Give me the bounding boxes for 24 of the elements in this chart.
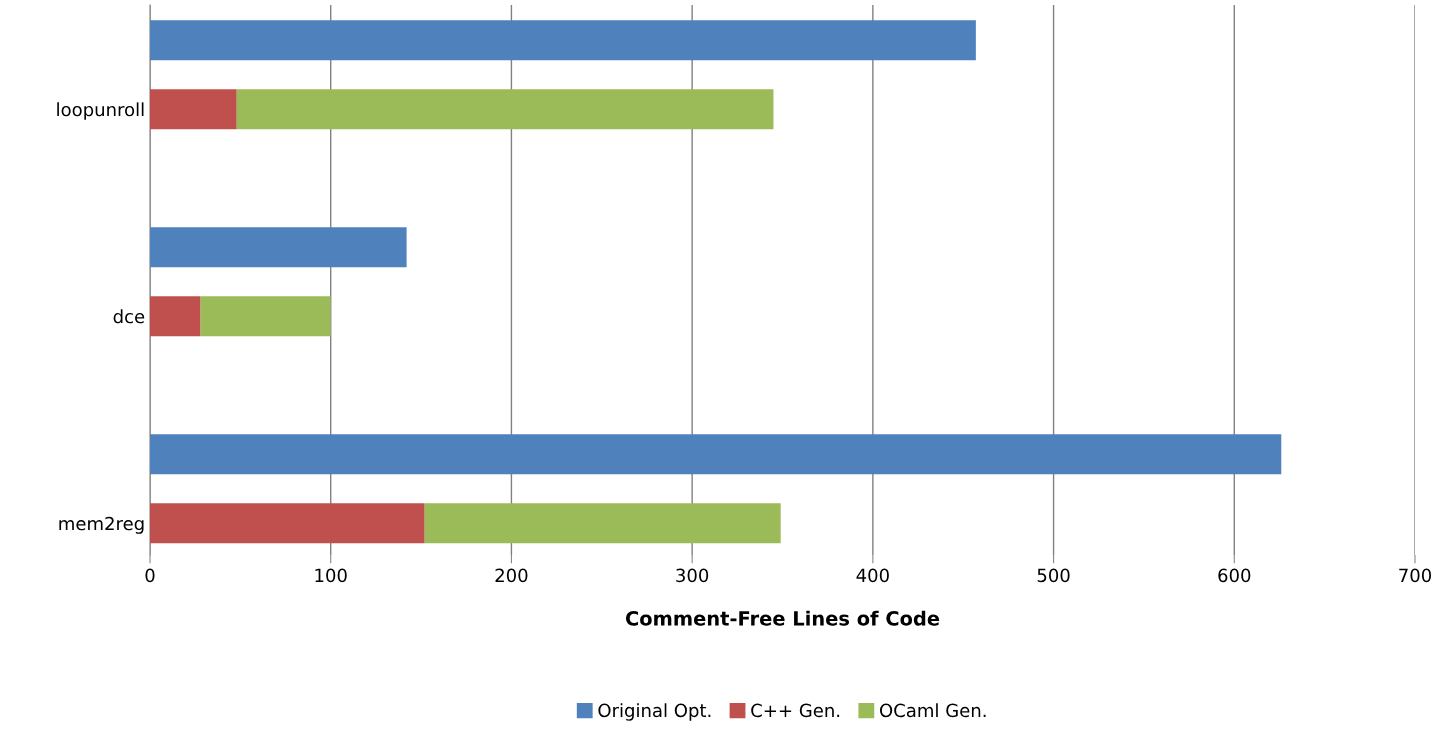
bar <box>236 89 774 130</box>
x-tick-label: 100 <box>315 568 347 583</box>
bar <box>150 227 407 268</box>
bar <box>200 296 331 337</box>
bar <box>150 20 976 61</box>
legend-label: OCaml Gen. <box>879 703 986 718</box>
legend-label: Original Opt. <box>598 703 711 721</box>
bar <box>150 89 237 130</box>
x-tick-label: 700 <box>1399 568 1432 583</box>
x-tick-label: 0 <box>145 568 155 583</box>
bar <box>424 503 781 544</box>
x-tick-label: 300 <box>676 568 709 583</box>
bar <box>150 434 1282 475</box>
x-tick-label: 600 <box>1218 568 1251 583</box>
bar <box>150 296 201 337</box>
legend-label: C++ Gen. <box>751 703 840 718</box>
x-tick-label: 200 <box>495 568 528 583</box>
x-axis-title: Comment-Free Lines of Code <box>625 610 940 626</box>
y-tick-label: dce <box>113 309 145 324</box>
bar <box>150 503 425 544</box>
x-tick-label: 400 <box>856 568 889 583</box>
y-tick-label: loopunroll <box>57 102 144 120</box>
x-tick-label: 500 <box>1037 568 1070 583</box>
y-tick-label: mem2reg <box>59 516 144 534</box>
